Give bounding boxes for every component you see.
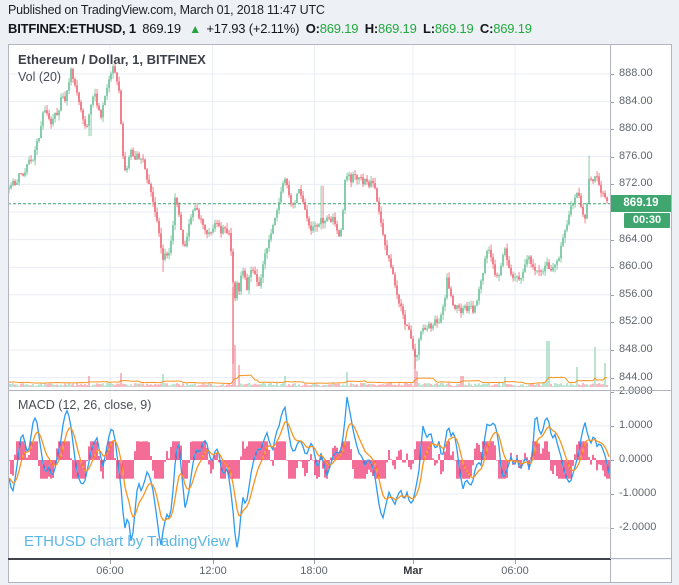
candlestick-chart[interactable] <box>8 44 610 391</box>
price-axis-label: 844.00 <box>619 370 653 383</box>
time-axis-tick <box>413 560 414 564</box>
macd-chart[interactable] <box>8 391 610 558</box>
price-pane-legend[interactable]: Ethereum / Dollar, 1, BITFINEX <box>18 52 206 67</box>
corner-border <box>610 558 672 559</box>
axis-corner <box>610 560 672 583</box>
macd-axis-label: -2.0000 <box>619 521 657 533</box>
price-axis[interactable]: 869.19 00:30 888.00 884.00 880.00 876.00 872… <box>610 44 672 558</box>
macd-axis-tick <box>610 392 614 393</box>
price-axis-label: 880.00 <box>619 122 653 135</box>
price-axis-label: 872.00 <box>619 177 653 190</box>
macd-axis-tick <box>610 426 614 427</box>
time-axis-label: Mar <box>403 565 423 577</box>
chart-header: Published on TradingView.com, March 01, … <box>0 0 679 44</box>
price-axis-tick <box>610 74 614 75</box>
time-axis-tick <box>314 560 315 564</box>
price-axis-tick <box>610 377 614 379</box>
macd-axis-tick <box>610 528 614 529</box>
macd-axis-label: 1.0000 <box>619 419 653 431</box>
macd-pane[interactable]: MACD (12, 26, close, 9) ETHUSD chart by … <box>8 391 610 558</box>
high-label: H: <box>364 21 379 36</box>
price-axis-label: 888.00 <box>619 67 653 79</box>
symbol-line: BITFINEX:ETHUSD, 1 869.19 ▲ +17.93 (+2.1… <box>8 21 535 36</box>
price-axis-tick <box>610 129 614 131</box>
frame-border-right <box>671 44 672 583</box>
time-axis-tick <box>515 560 516 564</box>
price-axis-tick <box>610 350 614 351</box>
last-price: 869.19 <box>142 21 181 36</box>
open-label: O: <box>305 21 320 36</box>
price-axis-label: 852.00 <box>619 315 653 328</box>
time-axis-tick <box>110 560 111 564</box>
macd-indicator-label[interactable]: MACD (12, 26, close, 9) <box>18 398 152 412</box>
frame-border-top <box>8 44 672 45</box>
time-axis-tick <box>213 560 214 564</box>
price-axis-tick <box>610 239 614 241</box>
price-axis-tick <box>610 267 614 269</box>
tradingview-watermark-link[interactable]: ETHUSD chart by TradingView <box>24 533 230 550</box>
price-axis-label: 864.00 <box>619 232 653 245</box>
time-axis-label: 18:00 <box>300 565 328 577</box>
time-axis-label: 12:00 <box>199 565 227 577</box>
macd-axis-label: 2.0000 <box>619 385 653 397</box>
low-value: 869.19 <box>434 21 474 36</box>
axis-divider <box>610 44 611 583</box>
last-price-badge: 869.19 <box>610 195 672 213</box>
price-axis-label: 876.00 <box>619 149 653 162</box>
open-value: 869.19 <box>319 21 359 36</box>
low-label: L: <box>423 21 435 36</box>
price-axis-label: 860.00 <box>619 260 653 273</box>
price-axis-label: 884.00 <box>619 94 653 107</box>
macd-axis-label: -1.0000 <box>619 487 657 499</box>
close-label: C: <box>479 21 494 36</box>
price-axis-tick <box>610 322 614 324</box>
price-axis-tick <box>610 156 614 158</box>
price-pane[interactable]: Ethereum / Dollar, 1, BITFINEX Vol (20) <box>8 44 610 391</box>
bar-countdown-badge: 00:30 <box>624 213 670 229</box>
macd-axis-label: 0.0000 <box>619 453 653 465</box>
price-axis-tick <box>610 294 614 296</box>
macd-axis-tick <box>610 494 614 495</box>
volume-indicator-label[interactable]: Vol (20) <box>18 70 62 84</box>
high-value: 869.19 <box>378 21 417 36</box>
up-arrow-icon: ▲ <box>189 22 201 36</box>
price-axis-label: 848.00 <box>619 343 653 355</box>
time-axis-label: 06:00 <box>96 565 124 577</box>
price-change: +17.93 (+2.11%) <box>206 21 300 36</box>
published-line: Published on TradingView.com, March 01, … <box>8 3 325 17</box>
macd-axis-tick <box>610 460 614 461</box>
frame-border-left <box>8 44 9 583</box>
close-value: 869.19 <box>493 21 532 36</box>
symbol-name[interactable]: BITFINEX:ETHUSD, 1 <box>8 21 136 36</box>
price-axis-tick <box>610 101 614 103</box>
price-axis-tick <box>610 184 614 186</box>
time-axis-label: 06:00 <box>501 565 529 577</box>
price-axis-label: 856.00 <box>619 287 653 300</box>
time-axis-separator <box>8 558 611 560</box>
pane-separator[interactable] <box>8 390 672 391</box>
frame-border-bottom <box>8 582 672 583</box>
